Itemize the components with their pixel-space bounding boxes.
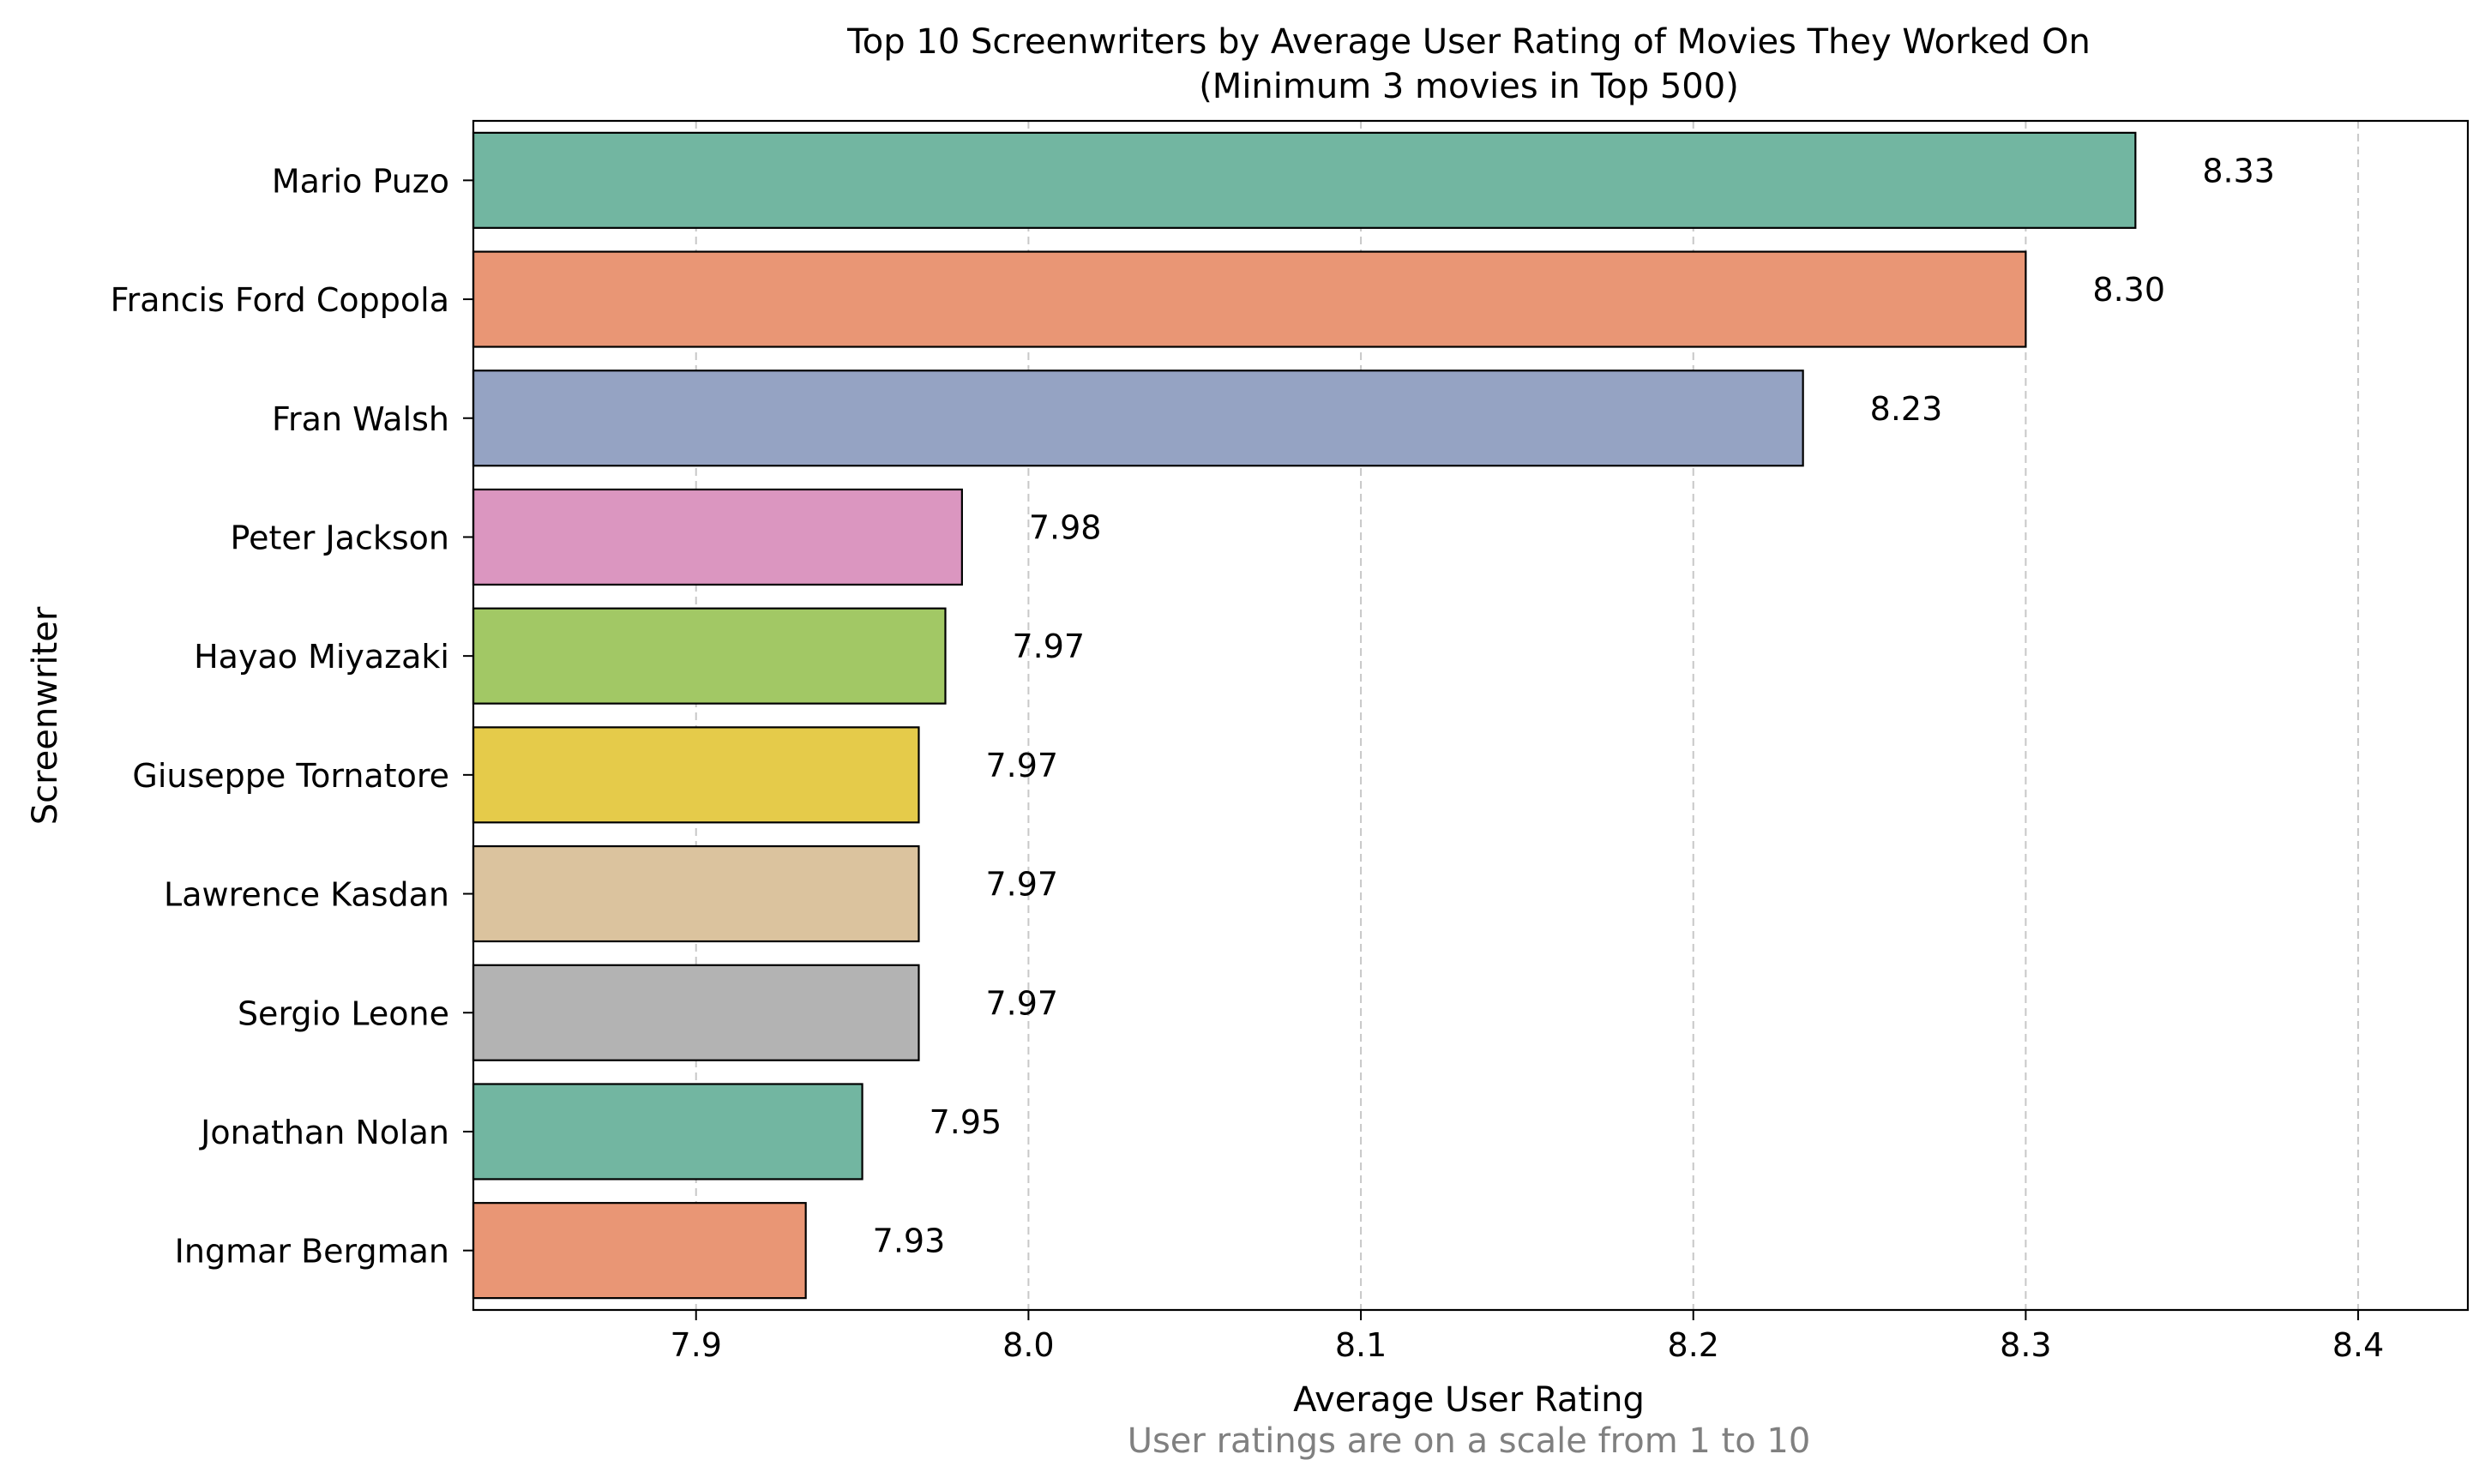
footnote: User ratings are on a scale from 1 to 10 (1128, 1421, 1811, 1461)
x-axis-label: Average User Rating (1293, 1380, 1645, 1420)
chart-title: Top 10 Screenwriters by Average User Rat… (846, 22, 2091, 62)
bar (472, 964, 920, 1061)
bar-value-label: 7.97 (985, 866, 1058, 904)
y-tick-label: Lawrence Kasdan (164, 876, 449, 914)
bar (472, 844, 920, 943)
y-tick-label: Sergio Leone (238, 994, 449, 1032)
x-tick-label: 8.2 (1668, 1326, 1719, 1364)
x-tick-label: 8.3 (2000, 1326, 2051, 1364)
plot-frame (472, 119, 2470, 1312)
x-tick-label: 8.0 (1002, 1326, 1054, 1364)
bar (472, 1202, 807, 1300)
x-tick-label: 8.1 (1335, 1326, 1387, 1364)
y-axis-label: Screenwriter (26, 606, 65, 825)
bar-value-label: 7.93 (873, 1223, 946, 1260)
bar-value-label: 8.23 (1870, 390, 1943, 428)
x-tick-label: 7.9 (671, 1326, 722, 1364)
bar-value-label: 8.30 (2092, 271, 2165, 309)
y-tick-label: Hayao Miyazaki (194, 638, 449, 676)
y-tick-label: Francis Ford Coppola (111, 281, 449, 319)
bar (472, 488, 963, 586)
x-axis: 7.9 8.0 8.1 8.2 8.3 8.4 (671, 1310, 2384, 1364)
bar (472, 1083, 863, 1181)
bar (472, 369, 1804, 467)
y-tick-label: Giuseppe Tornatore (132, 757, 449, 795)
bar-value-label: 7.98 (1029, 508, 1102, 546)
y-tick-label: Ingmar Bergman (175, 1233, 449, 1271)
x-tick-label: 8.4 (2332, 1326, 2384, 1364)
bar-value-label: 7.97 (985, 984, 1058, 1022)
y-tick-label: Fran Walsh (272, 400, 449, 438)
y-tick-label: Mario Puzo (272, 162, 449, 200)
bar (472, 131, 2137, 229)
y-axis: Mario Puzo Francis Ford Coppola Fran Walsh… (111, 162, 473, 1271)
value-labels: 8.33 8.30 8.23 7.98 7.97 7.97 7.97 7.97 7.95 7.93 (873, 152, 2275, 1259)
chart-subtitle: (Minimum 3 movies in Top 500) (1199, 67, 1739, 106)
bar-value-label: 7.97 (1012, 628, 1085, 665)
y-tick-label: Peter Jackson (231, 519, 449, 556)
bar-value-label: 8.33 (2202, 152, 2275, 189)
bar (472, 250, 2027, 348)
bars (472, 131, 2137, 1300)
y-tick-label: Jonathan Nolan (199, 1114, 449, 1151)
bar-value-label: 7.97 (985, 747, 1058, 784)
bar (472, 607, 947, 705)
bar-value-label: 7.95 (930, 1103, 1002, 1141)
bar (472, 726, 920, 824)
